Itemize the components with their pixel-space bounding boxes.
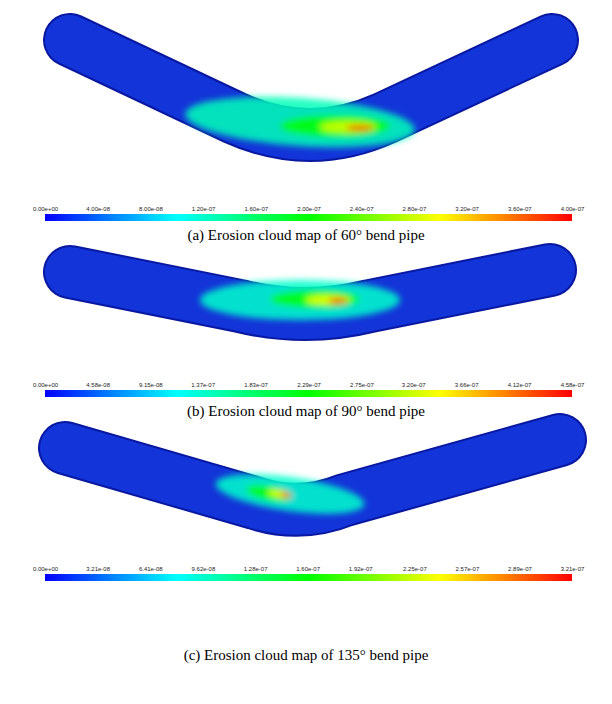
tick-label: 4.58e-08 (86, 382, 110, 388)
tick-label: 1.20e-07 (192, 206, 216, 212)
caption: (a) Erosion cloud map of 60° bend pipe (187, 227, 425, 244)
tick-label: 1.60e-07 (296, 566, 320, 572)
tick-label: 1.28e-07 (244, 566, 268, 572)
tick: 1.83e-07 (244, 382, 268, 390)
tick: 3.60e-07 (508, 206, 532, 214)
tick-label: 9.62e-08 (192, 566, 216, 572)
erosion-spot (200, 280, 400, 320)
tick-label: 8.00e-08 (139, 206, 163, 212)
tick: 0.00e+00 (33, 382, 59, 390)
tick: 3.21e-07 (561, 566, 585, 574)
tick-label: 1.60e-07 (244, 206, 268, 212)
erosion-spot (267, 488, 292, 500)
colorbar (45, 390, 572, 397)
tick: 2.75e-07 (350, 382, 374, 390)
tick: 4.58e-07 (561, 382, 585, 390)
tick-label: 1.83e-07 (244, 382, 268, 388)
tick-label: 9.15e-08 (139, 382, 163, 388)
colorbar-axis: 0.00e+00 4.00e-08 8.00e-08 1.20e-07 1.60e-07… (33, 206, 585, 215)
tick: 1.28e-07 (244, 566, 268, 574)
tick: 2.80e-07 (403, 206, 427, 214)
caption: (b) Erosion cloud map of 90° bend pipe (187, 403, 425, 420)
tick-label: 0.00e+00 (33, 206, 59, 212)
tick: 3.20e-07 (402, 382, 426, 390)
tick-label: 0.00e+00 (33, 566, 59, 572)
tick: 1.20e-07 (192, 206, 216, 214)
tick-label: 2.89e-07 (508, 566, 532, 572)
tick-label: 3.21e-08 (86, 566, 110, 572)
panel: 0.00e+00 4.58e-08 9.15e-08 1.37e-07 1.83e-07… (33, 270, 585, 420)
tick: 2.40e-07 (350, 206, 374, 214)
colorbar-axis-line (46, 214, 573, 215)
tick-label: 4.12e-07 (508, 382, 532, 388)
tick: 1.37e-07 (191, 382, 215, 390)
tick-label: 3.66e-07 (455, 382, 479, 388)
tick-label: 4.00e-08 (86, 206, 110, 212)
colorbar-axis: 0.00e+00 4.58e-08 9.15e-08 1.37e-07 1.83e-07… (33, 382, 585, 391)
tick: 3.66e-07 (455, 382, 479, 390)
tick: 2.57e-07 (456, 566, 480, 574)
erosion-spot (270, 290, 360, 308)
tick-label: 6.41e-08 (139, 566, 163, 572)
tick-label: 2.80e-07 (403, 206, 427, 212)
tick-label: 1.37e-07 (191, 382, 215, 388)
tick: 3.20e-07 (455, 206, 479, 214)
tick-label: 2.75e-07 (350, 382, 374, 388)
tick: 6.41e-08 (139, 566, 163, 574)
tick-label: 2.40e-07 (350, 206, 374, 212)
tick: 2.89e-07 (508, 566, 532, 574)
tick: 1.60e-07 (296, 566, 320, 574)
tick: 0.00e+00 (33, 206, 59, 214)
tick: 4.12e-07 (508, 382, 532, 390)
tick: 4.58e-08 (86, 382, 110, 390)
erosion-spot (346, 125, 374, 131)
caption: (c) Erosion cloud map of 135° bend pipe (184, 647, 429, 664)
erosion-cloud (213, 467, 366, 522)
tick-label: 0.00e+00 (33, 382, 59, 388)
tick: 1.92e-07 (349, 566, 373, 574)
panel: 0.00e+00 4.00e-08 8.00e-08 1.20e-07 1.60e-07… (33, 40, 585, 244)
pipe-outline (70, 270, 550, 314)
tick: 2.00e-07 (297, 206, 321, 214)
erosion-spot (213, 467, 366, 522)
tick-label: 2.57e-07 (456, 566, 480, 572)
tick: 4.00e-08 (86, 206, 110, 214)
tick: 8.00e-08 (139, 206, 163, 214)
tick: 2.29e-07 (297, 382, 321, 390)
erosion-spot (328, 298, 348, 304)
colorbar (45, 574, 572, 581)
tick-label: 4.00e-07 (561, 206, 585, 212)
figure: 0.00e+00 4.00e-08 8.00e-08 1.20e-07 1.60e-07… (0, 0, 612, 704)
tick: 4.00e-07 (561, 206, 585, 214)
tick: 0.00e+00 (33, 566, 59, 574)
erosion-cloud (184, 90, 417, 154)
erosion-spot (306, 295, 350, 305)
tick-label: 2.29e-07 (297, 382, 321, 388)
tick-label: 3.20e-07 (402, 382, 426, 388)
erosion-spot (320, 121, 376, 133)
tick-label: 1.92e-07 (349, 566, 373, 572)
erosion-spot (280, 115, 390, 137)
colorbar-axis-line (46, 574, 573, 575)
pipe (70, 270, 550, 314)
tick-label: 2.25e-07 (403, 566, 427, 572)
colorbar-axis-line (46, 390, 573, 391)
tick: 9.62e-08 (192, 566, 216, 574)
tick-label: 3.20e-07 (455, 206, 479, 212)
tick: 1.60e-07 (244, 206, 268, 214)
colorbar (45, 214, 572, 221)
tick-label: 3.60e-07 (508, 206, 532, 212)
tick-label: 2.00e-07 (297, 206, 321, 212)
colorbar-axis: 0.00e+00 3.21e-08 6.41e-08 9.62e-08 1.28e-07… (33, 566, 585, 575)
tick: 9.15e-08 (139, 382, 163, 390)
panel: 0.00e+00 3.21e-08 6.41e-08 9.62e-08 1.28e-07… (33, 440, 585, 664)
tick-label: 3.21e-07 (561, 566, 585, 572)
tick-label: 4.58e-07 (561, 382, 585, 388)
erosion-spot (184, 90, 417, 154)
tick: 3.21e-08 (86, 566, 110, 574)
erosion-cloud (200, 280, 400, 320)
tick: 2.25e-07 (403, 566, 427, 574)
erosion-spot (280, 491, 293, 498)
